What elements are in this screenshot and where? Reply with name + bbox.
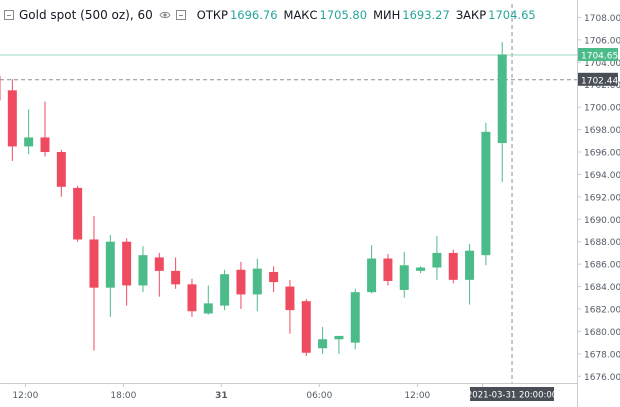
candle-body[interactable]	[367, 258, 377, 293]
candle-body[interactable]	[301, 301, 311, 353]
candle-body[interactable]	[187, 284, 197, 312]
y-tick-label: 1696.00	[584, 149, 620, 159]
y-tick-label: 1680.00	[584, 328, 620, 338]
candle-body[interactable]	[203, 303, 213, 314]
high-value: 1705.80	[319, 8, 368, 22]
current-price-label: 1704.65	[581, 52, 618, 62]
y-tick-label: 1688.00	[584, 238, 620, 248]
candle-body[interactable]	[285, 286, 295, 311]
candle-body[interactable]	[399, 265, 409, 290]
y-tick-label: 1708.00	[584, 14, 620, 24]
x-tick-label: 06:00	[306, 391, 332, 401]
candle-body[interactable]	[0, 75, 1, 101]
close-value: 1704.65	[488, 8, 536, 22]
candle-body[interactable]	[448, 252, 458, 280]
candle-body[interactable]	[416, 267, 426, 271]
x-tick-label: 12:00	[12, 391, 38, 401]
x-tick-label: 12:00	[404, 391, 430, 401]
y-tick-label: 1704.00	[584, 59, 620, 69]
y-tick-label: 1698.00	[584, 126, 620, 136]
candle-body[interactable]	[105, 241, 115, 288]
candle-body[interactable]	[73, 187, 83, 240]
y-tick-label: 1684.00	[584, 283, 620, 293]
y-tick-label: 1686.00	[584, 261, 620, 271]
y-tick-label: 1690.00	[584, 216, 620, 226]
high-label: МАКС	[283, 8, 318, 22]
candle-body[interactable]	[138, 255, 148, 286]
y-tick-label: 1706.00	[584, 36, 620, 46]
close-label: ЗАКР	[455, 8, 487, 22]
chart-legend: Gold spot (500 oz), 60 ОТКР 1696.76 МАКС…	[4, 7, 536, 23]
crosshair-price-tag	[578, 72, 618, 86]
candle-body[interactable]	[481, 131, 491, 256]
candle-body[interactable]	[318, 339, 328, 349]
low-value: 1693.27	[402, 8, 450, 22]
open-label: ОТКР	[196, 8, 228, 22]
candle-body[interactable]	[154, 257, 164, 271]
y-tick-label: 1676.00	[584, 373, 620, 383]
y-tick-label: 1682.00	[584, 305, 620, 315]
candle-body[interactable]	[334, 335, 344, 340]
candle-body[interactable]	[236, 269, 246, 295]
y-tick-label: 1700.00	[584, 104, 620, 114]
candle-body[interactable]	[89, 239, 99, 288]
candle-body[interactable]	[7, 90, 17, 147]
crosshair-time-tag	[470, 387, 555, 401]
collapse-icon[interactable]	[4, 10, 14, 20]
y-tick-label: 1678.00	[584, 350, 620, 360]
candle-body[interactable]	[56, 152, 66, 187]
candle-body[interactable]	[122, 241, 132, 286]
candle-body[interactable]	[269, 271, 279, 283]
y-tick-label: 1692.00	[584, 193, 620, 203]
crosshair-time-label: 2021-03-31 20:00:00	[467, 391, 557, 401]
candle-body[interactable]	[465, 250, 475, 280]
candle-body[interactable]	[40, 137, 50, 153]
current-price-tag	[578, 48, 618, 62]
candle-body[interactable]	[432, 252, 442, 268]
candle-body[interactable]	[350, 292, 360, 343]
eye-icon[interactable]	[159, 10, 171, 20]
crosshair-price-label: 1702.44	[581, 76, 618, 86]
candle-body[interactable]	[24, 137, 34, 147]
symbol-title[interactable]: Gold spot (500 oz), 60	[19, 8, 153, 22]
collapse-values-icon[interactable]	[175, 10, 186, 20]
candle-body[interactable]	[171, 270, 181, 285]
open-value: 1696.76	[229, 8, 278, 22]
candle-body[interactable]	[220, 274, 230, 306]
candle-body[interactable]	[383, 258, 393, 281]
y-tick-label: 1702.00	[584, 81, 620, 91]
y-tick-label: 1694.00	[584, 171, 620, 181]
candle-body[interactable]	[252, 268, 262, 295]
x-tick-label: 18:00	[110, 391, 136, 401]
x-tick-label: 31	[215, 391, 228, 401]
low-label: МИН	[373, 8, 401, 22]
candle-body[interactable]	[497, 54, 507, 144]
